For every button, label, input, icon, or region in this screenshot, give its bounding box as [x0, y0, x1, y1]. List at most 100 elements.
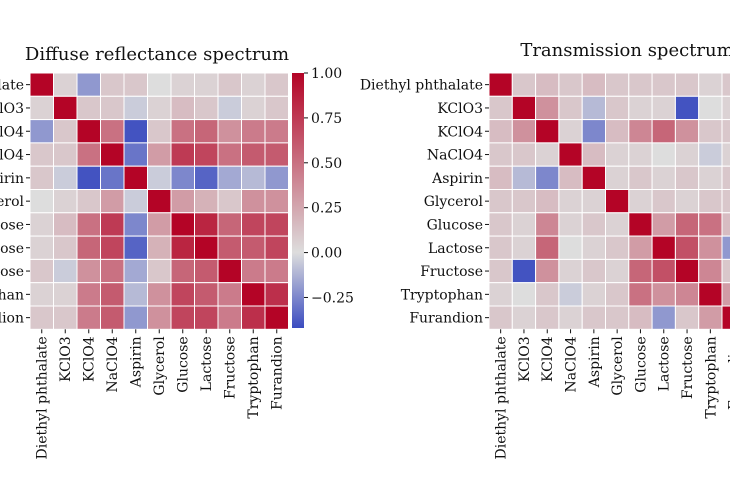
x-tick-label: Aspirin	[587, 336, 603, 388]
heatmap-cell	[651, 72, 676, 97]
heatmap-cell	[628, 95, 653, 121]
heatmap-cell	[488, 119, 513, 144]
heatmap-cell	[53, 282, 78, 307]
heatmap-cell	[674, 142, 700, 167]
x-tick-labels: Diethyl phthalate KClO3 KClO4 NaClO4 Aspirin…	[494, 329, 730, 459]
heatmap-cell	[628, 258, 653, 284]
heatmap-cell	[605, 189, 630, 214]
heatmap-cell	[558, 305, 583, 330]
x-tick-label: Lactose	[657, 336, 673, 391]
heatmap-cell	[535, 95, 560, 121]
heatmap-cell	[605, 119, 630, 144]
heatmap-cell	[217, 212, 242, 237]
heatmap-cell	[698, 235, 723, 260]
heatmap-cell	[511, 142, 537, 167]
heatmap-cell	[264, 72, 289, 97]
heatmap-cell	[147, 142, 172, 167]
heatmap-cell	[535, 142, 560, 167]
heatmap-cell	[170, 72, 195, 97]
heatmap-cell	[535, 212, 560, 237]
heatmap-cell	[721, 72, 730, 97]
heatmap-cell	[194, 142, 219, 167]
heatmap-cell	[511, 165, 537, 190]
heatmap-cell	[147, 258, 172, 284]
heatmap-cell	[698, 305, 723, 330]
x-tick-label: Tryptophan	[246, 336, 262, 418]
heatmap-cells	[488, 72, 730, 330]
heatmap-cell	[558, 165, 583, 190]
heatmap-cell	[217, 258, 242, 284]
heatmap-cell	[76, 258, 101, 284]
heatmap-cell	[147, 189, 172, 214]
heatmap-cell	[488, 95, 513, 121]
heatmap-cell	[511, 119, 537, 144]
heatmap-cell	[100, 95, 125, 121]
heatmap-cell	[123, 235, 148, 260]
y-tick-label: Glycerol	[424, 194, 484, 210]
heatmap-cell	[241, 305, 266, 330]
heatmap-cell	[264, 119, 289, 144]
heatmap-cell	[511, 212, 537, 237]
y-tick-label: Furandion	[0, 311, 24, 327]
heatmap-cell	[558, 189, 583, 214]
y-tick-label: Tryptophan	[401, 287, 483, 303]
heatmap-cell	[264, 305, 289, 330]
heatmap-cell	[123, 305, 148, 330]
heatmap-cell	[76, 305, 101, 330]
heatmap-cell	[535, 119, 560, 144]
heatmap-cell	[29, 305, 54, 330]
heatmap-cell	[605, 305, 630, 330]
heatmap-cell	[721, 212, 730, 237]
heatmap-cell	[581, 142, 607, 167]
heatmap-cell	[241, 95, 266, 121]
colorbar-tick-label: 0.00	[311, 246, 342, 262]
heatmap-cell	[674, 258, 700, 284]
heatmap-cell	[100, 258, 125, 284]
heatmap-cell	[100, 142, 125, 167]
heatmap-cell	[558, 258, 583, 284]
heatmap-cell	[264, 165, 289, 190]
heatmap-cell	[194, 258, 219, 284]
heatmap-cell	[535, 165, 560, 190]
heatmap-cell	[674, 119, 700, 144]
heatmap-cell	[264, 235, 289, 260]
heatmap-cell	[194, 282, 219, 307]
heatmap-cell	[558, 119, 583, 144]
heatmap-cell	[558, 282, 583, 307]
heatmap-cell	[628, 165, 653, 190]
heatmap-cell	[558, 212, 583, 237]
x-tick-label: Furandion	[727, 336, 730, 410]
heatmap-cell	[100, 119, 125, 144]
heatmap-cell	[217, 235, 242, 260]
heatmap-cell	[53, 119, 78, 144]
y-tick-label: NaClO4	[427, 148, 483, 164]
x-tick-label: Glycerol	[152, 336, 168, 396]
heatmap-cell	[123, 282, 148, 307]
heatmap-cell	[488, 165, 513, 190]
heatmap-cell	[581, 235, 607, 260]
x-tick-label: Aspirin	[129, 336, 145, 388]
y-tick-label: Glucose	[0, 217, 24, 233]
heatmap-cell	[123, 95, 148, 121]
heatmap-cell	[535, 235, 560, 260]
heatmap-cell	[674, 72, 700, 97]
heatmap-cell	[581, 258, 607, 284]
heatmap-cell	[558, 142, 583, 167]
heatmap-cell	[721, 189, 730, 214]
heatmap-cell	[651, 212, 676, 237]
y-tick-label: Diethyl phthalate	[0, 78, 24, 94]
x-tick-label: Lactose	[199, 336, 215, 391]
heatmap-cell	[605, 258, 630, 284]
heatmap-cell	[194, 95, 219, 121]
heatmap-cell	[100, 235, 125, 260]
heatmap-cell	[241, 119, 266, 144]
heatmap-cell	[170, 212, 195, 237]
x-tick-label: NaClO4	[564, 336, 580, 392]
heatmap-cell	[76, 72, 101, 97]
heatmap-cell	[29, 165, 54, 190]
colorbar: 1.00 0.75 0.50 0.25 0.00 −0.25	[292, 66, 354, 328]
heatmap-cell	[194, 165, 219, 190]
heatmap-cell	[558, 72, 583, 97]
heatmap-cell	[76, 189, 101, 214]
heatmap-cell	[100, 72, 125, 97]
